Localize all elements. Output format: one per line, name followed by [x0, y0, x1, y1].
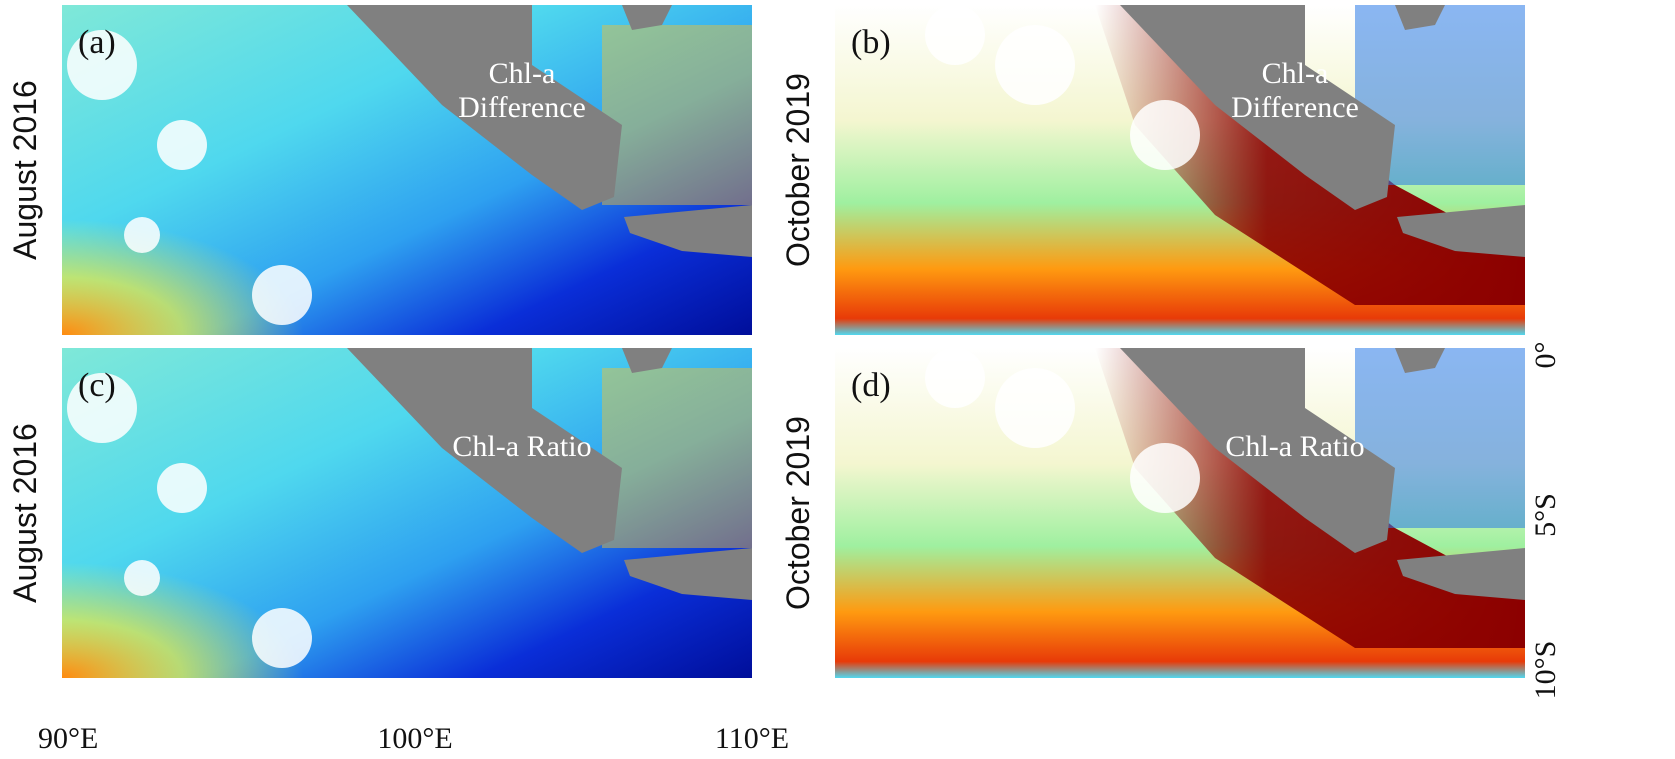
panel-annotation: Chl-a Ratio [1225, 430, 1364, 463]
x-axis-label: 90°E [38, 722, 98, 755]
map-panel: (d) Chl-a Ratio [835, 348, 1525, 678]
cloud-gap [1130, 443, 1200, 513]
land [624, 548, 752, 600]
cloud-gap [1130, 100, 1200, 170]
cloud-gap [995, 25, 1075, 105]
cloud-gap [925, 348, 985, 408]
map-panel: (c) Chl-a Ratio [62, 348, 752, 678]
cloud-gap [157, 463, 207, 513]
land [1395, 5, 1445, 30]
y-axis-label: 0° [1529, 342, 1562, 369]
land [622, 5, 672, 30]
land [1120, 5, 1395, 210]
y-axis-label: 5°S [1529, 493, 1562, 537]
row-label: August 2016 [7, 80, 43, 260]
land [1397, 548, 1525, 600]
x-axis-label: 100°E [377, 722, 452, 755]
panel-annotation: Chl-a Ratio [452, 430, 591, 463]
land [622, 348, 672, 373]
row-label: October 2019 [780, 73, 816, 267]
panel-annotation: Difference [1231, 91, 1359, 124]
panel-label: (d) [851, 367, 891, 404]
land [347, 348, 622, 553]
panel-label: (b) [851, 24, 891, 61]
cloud-gap [925, 5, 985, 65]
cloud-gap [124, 560, 160, 596]
land [624, 205, 752, 257]
panel-annotation: Chl-a [489, 57, 556, 90]
cloud-gap [252, 608, 312, 668]
land [1397, 205, 1525, 257]
panel-annotation: Chl-a [1262, 57, 1329, 90]
coastal-field [602, 368, 752, 548]
cloud-gap [157, 120, 207, 170]
land [347, 5, 622, 210]
panel-annotation: Difference [458, 91, 586, 124]
panel-label: (c) [78, 367, 116, 404]
row-label: August 2016 [7, 423, 43, 603]
land [1120, 348, 1395, 553]
row-label: October 2019 [780, 416, 816, 610]
coastal-field [602, 25, 752, 205]
cloud-gap [67, 373, 137, 443]
cloud-gap [995, 368, 1075, 448]
cloud-gap [67, 30, 137, 100]
cloud-gap [124, 217, 160, 253]
x-axis-label: 110°E [715, 722, 789, 755]
y-axis-label: 10°S [1529, 641, 1562, 700]
cloud-gap [252, 265, 312, 325]
land [1395, 348, 1445, 373]
panel-label: (a) [78, 24, 116, 61]
